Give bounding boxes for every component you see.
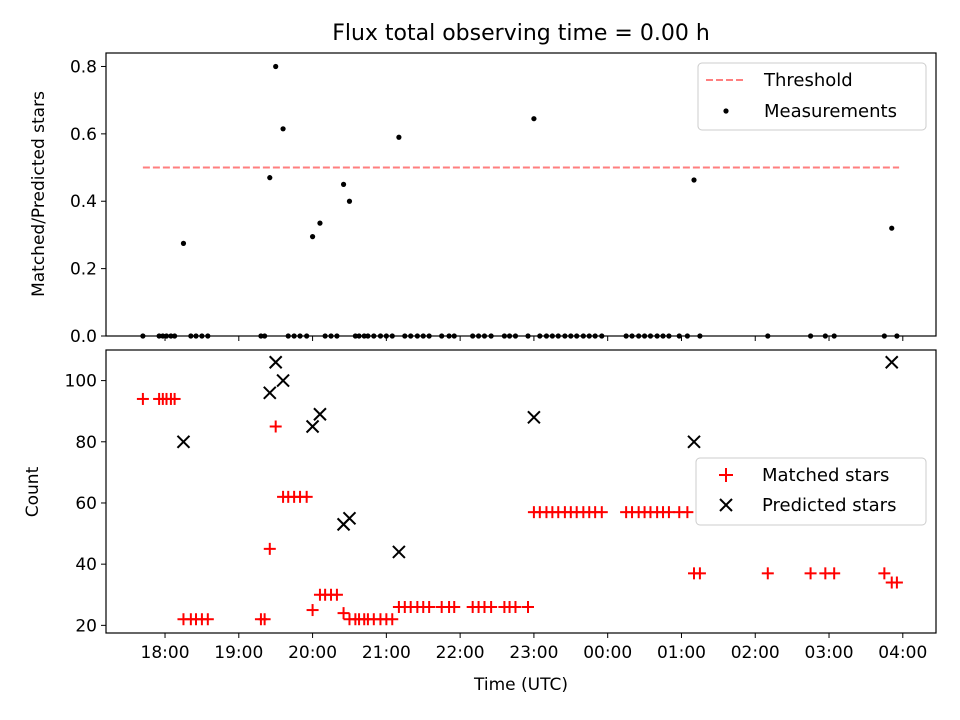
bottom-xtick-label: 02:00 (731, 643, 780, 663)
bottom-y-axis-label: Count (23, 466, 43, 517)
matched-legend-label: Matched stars (762, 465, 889, 486)
matched-point (485, 600, 498, 613)
measurement-point (273, 63, 279, 70)
predicted-point (527, 410, 541, 425)
matched-point (448, 600, 461, 613)
matched-point (423, 600, 436, 613)
bottom-legend: Matched stars Predicted stars (695, 457, 927, 526)
bottom-xtick-label: 20:00 (288, 643, 337, 663)
top-panel: 0.0 0.2 0.4 0.6 0.8 (70, 52, 937, 347)
matched-point (804, 567, 817, 580)
measurement-point (180, 240, 187, 246)
measurements-legend-swatch (723, 108, 729, 114)
matched-point (693, 567, 706, 580)
matched-point (306, 604, 319, 617)
matched-point (330, 588, 343, 601)
bottom-xtick-label: 04:00 (878, 643, 927, 663)
measurement-point (267, 175, 273, 181)
bottom-xtick-label: 22:00 (436, 643, 485, 663)
measurement-point (317, 220, 323, 226)
measurement-point (309, 234, 316, 240)
matched-point (258, 613, 271, 626)
bottom-xtick-label: 00:00 (583, 643, 632, 663)
bottom-xtick-label: 23:00 (509, 643, 558, 663)
measurement-point (340, 181, 347, 187)
matched-point (269, 420, 282, 433)
measurements-legend-label: Measurements (764, 101, 897, 122)
matched-point (662, 506, 675, 519)
bottom-series-matched-stars (136, 392, 903, 626)
top-ytick-label: 0.4 (70, 192, 97, 212)
top-legend-box (697, 62, 927, 131)
matched-point (201, 613, 214, 626)
matched-point (878, 567, 891, 580)
chart-title: Flux total observing time = 0.00 h (332, 21, 710, 46)
measurement-point (691, 177, 697, 183)
predicted-point (305, 419, 320, 434)
predicted-point (885, 355, 899, 369)
bottom-ytick-label: 60 (75, 494, 97, 514)
top-axes-frame (105, 52, 937, 337)
predicted-point (342, 511, 357, 525)
top-y-axis-label: Matched/Predicted stars (29, 91, 49, 297)
matched-point (300, 490, 313, 503)
measurement-point (280, 126, 286, 132)
bottom-xtick-label: 19:00 (214, 643, 263, 663)
matched-point (761, 567, 774, 580)
matched-point (136, 392, 149, 405)
predicted-point (268, 355, 283, 369)
bottom-xtick-label: 01:00 (657, 643, 706, 663)
top-ytick-label: 0.2 (70, 260, 97, 280)
matched-legend-swatch (719, 468, 733, 482)
bottom-xtick-label: 03:00 (805, 643, 854, 663)
matched-point (509, 600, 522, 613)
bottom-ytick-label: 20 (75, 616, 97, 636)
measurement-point (346, 198, 353, 204)
matched-point (263, 542, 276, 555)
bottom-axes-frame (105, 349, 937, 634)
matched-point (681, 506, 694, 519)
top-ytick-label: 0.6 (70, 125, 97, 145)
matched-point (828, 567, 841, 580)
matched-point (386, 613, 399, 626)
matched-point (595, 506, 608, 519)
top-legend: Threshold Measurements (697, 62, 927, 131)
top-ytick-label: 0.8 (70, 57, 97, 77)
matched-point (522, 600, 535, 613)
threshold-legend-label: Threshold (763, 70, 853, 91)
predicted-point (176, 435, 191, 449)
predicted-point (687, 435, 701, 449)
measurement-point (889, 225, 895, 231)
bottom-panel: 20 40 60 80 100 18:00 19:00 20:00 21:00 22:00 23:0… (65, 349, 937, 663)
top-series-measurements (140, 63, 900, 339)
bottom-xtick-label: 21:00 (362, 643, 411, 663)
bottom-x-axis-label: Time (UTC) (473, 675, 568, 695)
predicted-point (313, 407, 327, 421)
measurement-point (531, 116, 537, 122)
top-ytick-label: 0.0 (70, 327, 97, 347)
predicted-legend-label: Predicted stars (762, 495, 896, 516)
bottom-series-predicted-stars (176, 355, 899, 559)
predicted-point (392, 545, 406, 559)
bottom-ytick-label: 80 (75, 433, 97, 453)
predicted-point (263, 386, 277, 400)
bottom-ytick-label: 100 (65, 372, 97, 392)
bottom-xtick-label: 18:00 (141, 643, 190, 663)
predicted-legend-swatch (719, 498, 733, 512)
measurement-point (396, 134, 402, 140)
bottom-legend-box (695, 457, 927, 526)
bottom-ytick-label: 40 (75, 555, 97, 575)
predicted-point (276, 373, 290, 388)
matched-point (890, 576, 903, 589)
matched-point (337, 607, 350, 620)
matched-point (168, 392, 181, 405)
